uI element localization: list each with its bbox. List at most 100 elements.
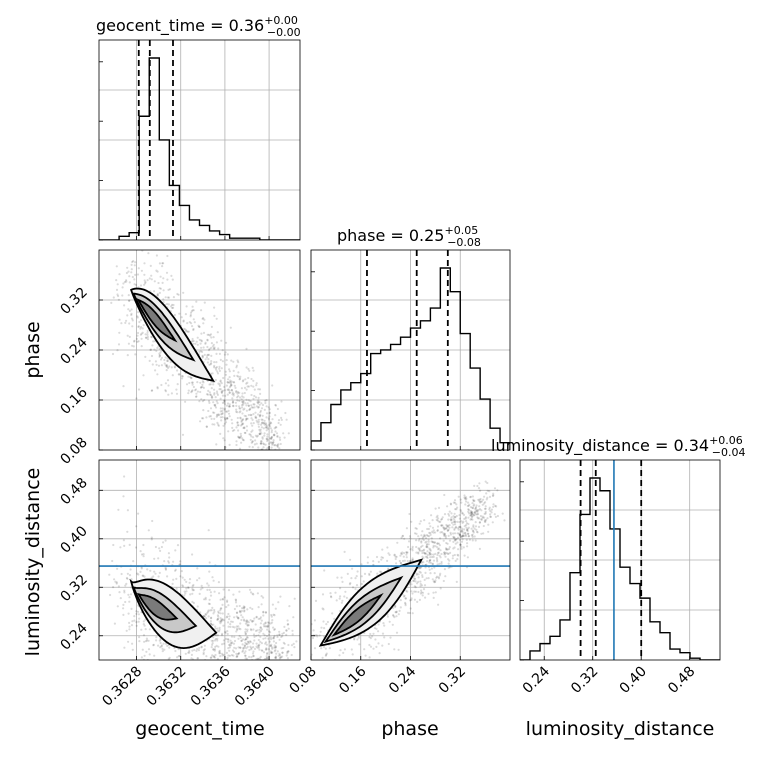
sample-point <box>339 587 342 590</box>
sample-point <box>134 247 136 249</box>
sample-point <box>249 606 252 609</box>
sample-point <box>162 262 165 265</box>
sample-point <box>243 663 245 665</box>
sample-point <box>287 455 289 457</box>
sample-point <box>249 433 252 436</box>
sample-point <box>246 670 248 672</box>
sample-point <box>271 647 274 650</box>
sample-point <box>131 344 134 347</box>
sample-point <box>222 619 225 622</box>
yticklabel-luminosity-distance-2: 0.40 <box>57 523 90 556</box>
sample-point <box>435 518 438 522</box>
sample-point <box>226 600 229 604</box>
sample-point <box>166 296 170 299</box>
sample-point <box>124 600 127 604</box>
sample-point <box>445 548 448 551</box>
sample-point <box>462 513 466 517</box>
sample-point <box>437 517 440 520</box>
sample-point <box>167 393 170 396</box>
sample-point <box>179 575 182 578</box>
sample-point <box>242 661 244 663</box>
sample-point <box>231 391 234 394</box>
sample-point <box>422 536 425 539</box>
sample-point <box>254 411 257 414</box>
sample-point <box>220 607 223 610</box>
sample-point <box>260 402 263 405</box>
sample-point <box>404 597 407 600</box>
sample-point <box>314 599 318 603</box>
sample-point <box>260 432 263 435</box>
sample-point <box>450 519 453 522</box>
sample-point <box>217 617 220 620</box>
sample-point <box>321 656 324 659</box>
sample-point <box>279 438 282 441</box>
sample-point <box>135 610 138 613</box>
sample-point <box>228 405 231 408</box>
sample-point <box>219 380 222 383</box>
sample-point <box>454 520 457 523</box>
sample-point <box>209 393 212 397</box>
sample-point <box>257 399 260 402</box>
sample-point <box>193 321 196 324</box>
sample-point <box>320 626 323 629</box>
sample-point <box>139 284 143 287</box>
sample-point <box>231 397 234 400</box>
sample-point <box>469 514 472 517</box>
sample-point <box>268 423 271 427</box>
sample-point <box>243 644 247 647</box>
sample-point <box>213 403 216 407</box>
sample-point <box>458 514 461 517</box>
sample-point <box>263 434 266 437</box>
sample-point <box>168 365 171 368</box>
sample-point <box>190 377 193 380</box>
sample-point <box>476 510 479 513</box>
sample-point <box>435 576 438 579</box>
sample-point <box>479 514 482 518</box>
sample-point <box>165 369 168 372</box>
sample-point <box>161 265 164 268</box>
sample-point <box>349 582 352 585</box>
sample-point <box>205 425 208 428</box>
sample-point <box>433 541 436 544</box>
sample-point <box>207 389 210 392</box>
sample-point <box>171 306 174 310</box>
sample-point <box>188 578 192 581</box>
sample-point <box>286 623 289 626</box>
sample-point <box>258 403 261 406</box>
sample-point <box>492 494 495 497</box>
sample-point <box>241 423 244 426</box>
sample-point <box>127 294 130 297</box>
sample-point <box>234 673 236 675</box>
sample-point <box>201 317 204 320</box>
sample-point <box>224 351 227 354</box>
sample-point <box>227 589 231 592</box>
sample-point <box>376 572 379 575</box>
sample-point <box>469 495 472 498</box>
sample-point <box>225 363 228 366</box>
sample-point <box>264 622 267 625</box>
sample-point <box>267 625 270 628</box>
sample-point <box>456 532 459 535</box>
sample-point <box>226 388 229 391</box>
sample-point <box>236 392 239 395</box>
sample-point <box>130 578 133 581</box>
sample-point <box>137 610 140 613</box>
sample-point <box>235 426 238 429</box>
sample-point <box>209 622 212 625</box>
sample-point <box>433 541 436 544</box>
sample-point <box>250 646 253 650</box>
sample-point <box>166 359 169 362</box>
sample-point <box>312 629 315 632</box>
sample-point <box>224 631 227 634</box>
sample-point <box>429 558 432 562</box>
sample-point <box>234 647 238 650</box>
xticklabel-phase-0: 0.08 <box>286 664 319 697</box>
sample-point <box>467 512 471 515</box>
sample-point <box>188 321 191 324</box>
sample-point <box>445 527 448 530</box>
sample-point <box>243 610 246 613</box>
sample-point <box>134 244 136 246</box>
sample-point <box>465 500 468 503</box>
sample-point <box>239 611 242 614</box>
sample-point <box>488 490 491 493</box>
